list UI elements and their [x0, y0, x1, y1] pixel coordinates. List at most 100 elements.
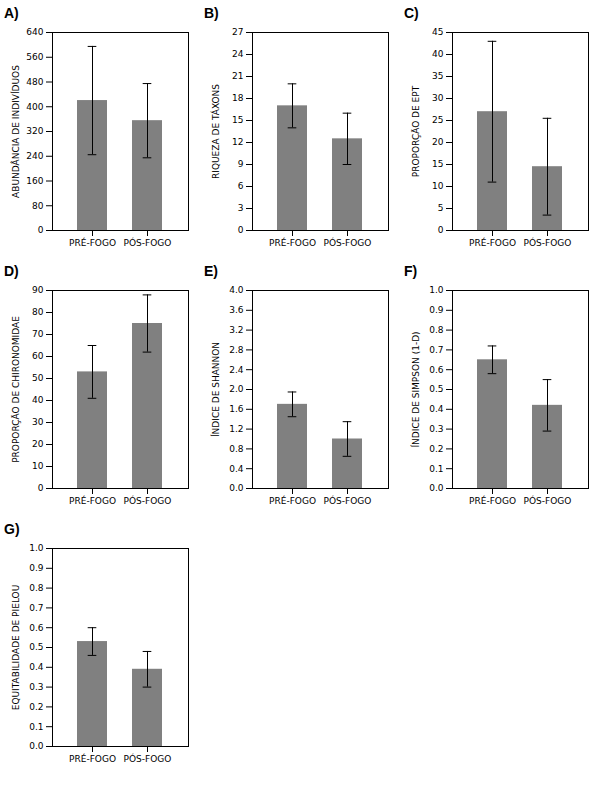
svg-text:ÍNDICE DE SHANNON: ÍNDICE DE SHANNON	[210, 342, 221, 437]
svg-text:240: 240	[26, 151, 43, 161]
svg-text:0.2: 0.2	[429, 444, 443, 454]
svg-text:0.5: 0.5	[29, 642, 43, 652]
svg-text:PÓS-FOGO: PÓS-FOGO	[124, 753, 172, 764]
svg-text:27: 27	[232, 27, 243, 37]
svg-text:90: 90	[32, 285, 44, 295]
svg-text:0.8: 0.8	[29, 583, 44, 593]
svg-text:35: 35	[432, 71, 443, 81]
svg-text:1.2: 1.2	[229, 424, 243, 434]
svg-text:50: 50	[32, 373, 44, 383]
svg-text:320: 320	[26, 126, 43, 136]
svg-text:60: 60	[32, 351, 44, 361]
svg-text:45: 45	[432, 27, 443, 37]
svg-text:PÓS-FOGO: PÓS-FOGO	[324, 495, 372, 506]
svg-text:70: 70	[32, 329, 44, 339]
svg-text:5: 5	[438, 203, 444, 213]
svg-text:10: 10	[32, 461, 44, 471]
svg-text:80: 80	[32, 307, 44, 317]
svg-text:0.4: 0.4	[429, 404, 444, 414]
svg-text:0.1: 0.1	[429, 464, 443, 474]
svg-text:EQUITABILIDADE DE PIELOU: EQUITABILIDADE DE PIELOU	[11, 585, 21, 710]
svg-text:0.6: 0.6	[429, 365, 444, 375]
svg-text:3: 3	[238, 203, 244, 213]
svg-text:30: 30	[432, 93, 444, 103]
svg-text:PÓS-FOGO: PÓS-FOGO	[124, 237, 172, 248]
svg-text:3.6: 3.6	[229, 305, 244, 315]
svg-text:PRÉ-FOGO: PRÉ-FOGO	[69, 237, 116, 248]
svg-text:PÓS-FOGO: PÓS-FOGO	[524, 495, 572, 506]
svg-text:PÓS-FOGO: PÓS-FOGO	[524, 237, 572, 248]
svg-text:0.0: 0.0	[429, 483, 444, 493]
svg-text:PÓS-FOGO: PÓS-FOGO	[124, 495, 172, 506]
svg-text:3.2: 3.2	[229, 325, 243, 335]
svg-text:PRÉ-FOGO: PRÉ-FOGO	[469, 495, 516, 506]
svg-text:30: 30	[32, 417, 44, 427]
svg-text:0.0: 0.0	[229, 483, 244, 493]
svg-text:2.0: 2.0	[229, 384, 244, 394]
html-text:D): D)	[4, 263, 19, 279]
svg-text:0.9: 0.9	[429, 305, 444, 315]
svg-text:0: 0	[238, 225, 244, 235]
svg-text:0.8: 0.8	[229, 444, 244, 454]
html-text:G): G)	[4, 521, 20, 537]
svg-text:24: 24	[232, 49, 244, 59]
svg-text:PRÉ-FOGO: PRÉ-FOGO	[69, 753, 116, 764]
html-text:B): B)	[204, 5, 219, 21]
svg-text:1.6: 1.6	[229, 404, 244, 414]
svg-text:ABUNDÂNCIA DE INDIVÍDUOS: ABUNDÂNCIA DE INDIVÍDUOS	[10, 65, 21, 198]
svg-text:0.8: 0.8	[429, 325, 444, 335]
svg-text:0.7: 0.7	[29, 603, 43, 613]
svg-text:4.0: 4.0	[229, 285, 244, 295]
svg-text:20: 20	[432, 137, 444, 147]
svg-text:0.9: 0.9	[29, 563, 44, 573]
svg-text:PRÉ-FOGO: PRÉ-FOGO	[269, 237, 316, 248]
svg-text:0: 0	[38, 225, 44, 235]
svg-text:40: 40	[432, 49, 444, 59]
svg-text:0.4: 0.4	[29, 662, 44, 672]
svg-text:2.8: 2.8	[229, 345, 244, 355]
svg-text:PROPORÇÃO DE CHIRONOMIDAE: PROPORÇÃO DE CHIRONOMIDAE	[11, 316, 21, 463]
html-text:C): C)	[404, 5, 419, 21]
svg-text:0.6: 0.6	[29, 623, 44, 633]
svg-text:15: 15	[232, 115, 243, 125]
svg-text:0.2: 0.2	[29, 702, 43, 712]
svg-text:25: 25	[432, 115, 443, 125]
svg-text:1.0: 1.0	[29, 543, 44, 553]
svg-text:0.1: 0.1	[29, 722, 43, 732]
svg-text:PÓS-FOGO: PÓS-FOGO	[324, 237, 372, 248]
svg-text:0.3: 0.3	[429, 424, 443, 434]
svg-text:15: 15	[432, 159, 443, 169]
html-text:E): E)	[204, 263, 218, 279]
svg-text:1.0: 1.0	[429, 285, 444, 295]
svg-text:0: 0	[438, 225, 444, 235]
svg-text:ÍNDICE DE SIMPSON (1-D): ÍNDICE DE SIMPSON (1-D)	[410, 331, 421, 447]
svg-text:0.5: 0.5	[429, 384, 443, 394]
svg-text:640: 640	[26, 27, 43, 37]
svg-text:0.3: 0.3	[29, 682, 43, 692]
svg-text:480: 480	[26, 77, 43, 87]
svg-text:400: 400	[26, 102, 43, 112]
svg-text:PROPORÇÃO DE EPT: PROPORÇÃO DE EPT	[411, 85, 421, 177]
svg-text:10: 10	[432, 181, 444, 191]
svg-text:PRÉ-FOGO: PRÉ-FOGO	[69, 495, 116, 506]
svg-text:9: 9	[238, 159, 244, 169]
svg-text:80: 80	[32, 201, 44, 211]
svg-text:RIQUEZA DE TÁXONS: RIQUEZA DE TÁXONS	[210, 84, 221, 179]
svg-text:12: 12	[232, 137, 243, 147]
svg-text:0: 0	[38, 483, 44, 493]
svg-text:18: 18	[232, 93, 244, 103]
svg-text:2.4: 2.4	[229, 365, 244, 375]
svg-text:40: 40	[32, 395, 44, 405]
svg-text:0.7: 0.7	[429, 345, 443, 355]
svg-text:560: 560	[26, 52, 43, 62]
svg-text:0.0: 0.0	[29, 741, 44, 751]
svg-text:6: 6	[238, 181, 244, 191]
html-text:F): F)	[404, 263, 418, 279]
svg-text:PRÉ-FOGO: PRÉ-FOGO	[269, 495, 316, 506]
svg-text:20: 20	[32, 439, 44, 449]
svg-text:PRÉ-FOGO: PRÉ-FOGO	[469, 237, 516, 248]
svg-text:160: 160	[26, 176, 43, 186]
html-text:A): A)	[4, 5, 19, 21]
svg-text:0.4: 0.4	[229, 464, 244, 474]
svg-text:21: 21	[232, 71, 243, 81]
